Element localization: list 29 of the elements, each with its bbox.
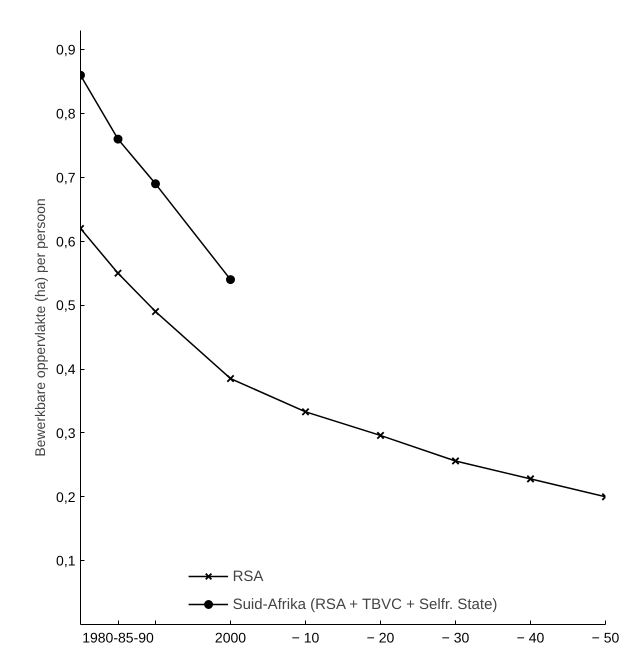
point bbox=[301, 408, 310, 416]
y-tick-label: 0,3 bbox=[56, 424, 76, 441]
x-tick-label: 2000 bbox=[214, 630, 246, 646]
y-tick-label: 0,8 bbox=[56, 106, 76, 122]
x-tick-label: 1980-85-90 bbox=[82, 630, 154, 646]
x-tick-label: − 20 bbox=[366, 630, 395, 646]
point bbox=[151, 307, 160, 316]
x-tick-label: − 30 bbox=[442, 630, 470, 646]
x-tick-label: − 40 bbox=[516, 630, 545, 646]
legend-label: RSA bbox=[232, 568, 264, 584]
y-tick-label: 0,6 bbox=[56, 233, 76, 250]
x-tick-label: − 50 bbox=[592, 630, 620, 646]
point bbox=[114, 134, 122, 144]
y-tick-label: 0,4 bbox=[56, 361, 76, 378]
y-tick-label: 0,5 bbox=[56, 297, 76, 314]
y-tick-label: 0,2 bbox=[56, 488, 76, 505]
point bbox=[151, 179, 160, 188]
point bbox=[376, 431, 385, 440]
point bbox=[226, 275, 235, 284]
point bbox=[451, 456, 460, 466]
x-tick-label: − 10 bbox=[292, 630, 320, 646]
legend-label: Suid-Afrika (RSA + TBVC + Selfr. State) bbox=[232, 596, 498, 612]
point bbox=[526, 474, 535, 483]
point bbox=[226, 374, 235, 383]
y-tick-label: 0,7 bbox=[56, 169, 76, 186]
y-tick-label: 0,1 bbox=[56, 552, 76, 569]
point bbox=[114, 269, 122, 278]
y-tick-label: 0,9 bbox=[56, 42, 76, 58]
y-axis-title: Bewerkbare oppervlakte (ha) per persoon bbox=[32, 198, 48, 457]
